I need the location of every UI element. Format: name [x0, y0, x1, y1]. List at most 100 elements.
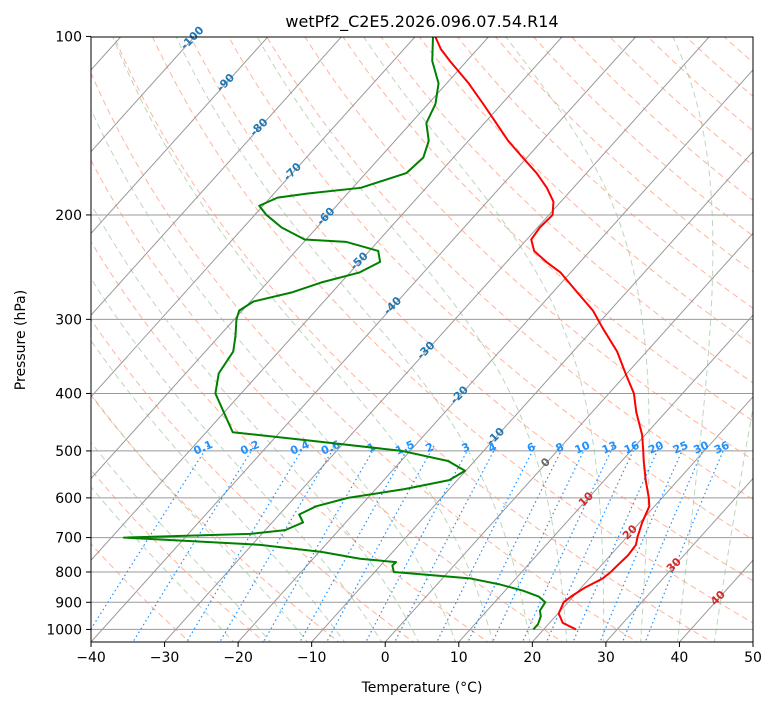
x-tick-label: 40 [671, 650, 689, 666]
isotherm-line [237, 69, 753, 642]
x-tick-label: 10 [450, 650, 468, 666]
mixing-ratio-label: 0.2 [238, 438, 261, 458]
mixing-ratio-line [262, 445, 377, 642]
isotherm-label: -100 [178, 23, 207, 52]
y-tick-label: 300 [55, 312, 82, 328]
mixing-ratio-line [299, 445, 410, 642]
dry-adiabat [494, 37, 753, 273]
mixing-ratio-label: 20 [646, 439, 666, 457]
y-tick-label: 700 [55, 531, 82, 547]
moist-adiabat [112, 37, 494, 642]
dry-adiabat [91, 71, 639, 642]
mixing-ratio-line [545, 445, 637, 642]
moist-adiabat [256, 37, 568, 642]
isotherm-line [678, 559, 753, 642]
mixing-ratio-line [644, 445, 726, 642]
y-tick-label: 600 [55, 491, 82, 507]
isotherm-line [384, 232, 753, 642]
dewpoint-trace [122, 37, 547, 631]
mixing-ratio-label: 1.5 [393, 438, 416, 458]
moist-adiabat [91, 108, 457, 642]
dry-adiabat [91, 394, 340, 642]
moist-adiabat [363, 37, 605, 642]
temperature-trace [434, 37, 651, 631]
dry-adiabat [304, 37, 753, 461]
y-tick-label: 1000 [46, 622, 82, 638]
moist-adiabat [672, 37, 714, 642]
x-tick-label: −20 [223, 650, 253, 666]
background-lines [0, 23, 753, 644]
isotherm-line [91, 37, 563, 562]
mixing-ratio-label: 36 [712, 439, 732, 457]
dry-adiabat [418, 37, 753, 346]
y-tick-label: 100 [55, 29, 82, 45]
moist-adiabat [505, 37, 650, 642]
mixing-ratio-line [326, 445, 435, 642]
mixing-ratio-line [365, 445, 471, 642]
y-tick-label: 900 [55, 595, 82, 611]
x-tick-label: −10 [297, 650, 327, 666]
mixing-ratio-label: 30 [691, 439, 711, 457]
moist-adiabat [91, 393, 309, 642]
dry-adiabat [342, 37, 753, 422]
mixing-ratio-label: 0.1 [192, 438, 215, 458]
dry-adiabat [266, 37, 753, 500]
dry-adiabat [91, 318, 415, 642]
isotherm-line [458, 314, 753, 642]
chart-title: wetPf2_C2E5.2026.096.07.54.R14 [285, 12, 558, 32]
isotherm-line [91, 37, 416, 398]
dry-adiabat [533, 37, 753, 237]
mixing-ratio-label: 6 [525, 440, 538, 455]
x-tick-label: 0 [381, 650, 390, 666]
dry-adiabat [609, 37, 753, 166]
mixing-ratio-label: 10 [573, 439, 593, 457]
x-tick-label: −30 [150, 650, 180, 666]
isotherm-line [310, 150, 753, 642]
x-tick-label: 50 [744, 650, 762, 666]
y-tick-label: 500 [55, 444, 82, 460]
mixing-ratio-line [394, 445, 498, 642]
dry-adiabat [151, 37, 753, 624]
mixing-ratio-line [132, 445, 256, 642]
dry-adiabat [571, 37, 753, 202]
mixing-ratio-line [91, 445, 209, 631]
isotherm-line [0, 23, 59, 644]
mixing-ratio-label: 16 [622, 439, 642, 457]
moist-adiabat [91, 277, 383, 642]
y-axis-label: Pressure (hPa) [13, 290, 29, 390]
dry-adiabat [91, 543, 191, 642]
mixing-ratio-line [219, 445, 336, 642]
isotherm-line [91, 37, 637, 642]
dry-adiabat [190, 37, 753, 582]
plot-frame [90, 36, 754, 643]
y-axis: 100 200 300 400 500 600 700 800 900 1000 [46, 29, 91, 638]
y-tick-label: 400 [55, 386, 82, 402]
x-tick-label: 20 [523, 650, 541, 666]
mixing-ratio-line [572, 445, 661, 642]
x-axis-label: Temperature (°C) [361, 680, 483, 696]
moist-adiabat [91, 441, 272, 642]
dry-adiabat [228, 37, 753, 541]
sounding-traces [122, 37, 651, 631]
y-tick-label: 200 [55, 208, 82, 224]
moist-adiabat [91, 486, 235, 642]
isotherm-line [91, 37, 490, 480]
dry-adiabat [91, 240, 489, 642]
dry-adiabat [723, 37, 753, 64]
isotherm-line [91, 37, 195, 153]
mixing-ratio-line [621, 445, 706, 642]
isotherm-line [752, 641, 753, 642]
dry-adiabat [380, 37, 753, 384]
mixing-ratio-line [185, 445, 305, 642]
x-tick-label: 30 [597, 650, 615, 666]
isotherm-line [91, 37, 342, 316]
x-axis: −40 −30 −20 −10 0 10 20 30 40 50 [76, 642, 762, 666]
isotherm-line [531, 396, 753, 642]
dry-adiabat [91, 469, 266, 642]
dry-adiabat [91, 159, 564, 642]
isotherm-line [163, 37, 710, 642]
moist-adiabat [713, 405, 753, 642]
moist-adiabat [91, 339, 346, 642]
